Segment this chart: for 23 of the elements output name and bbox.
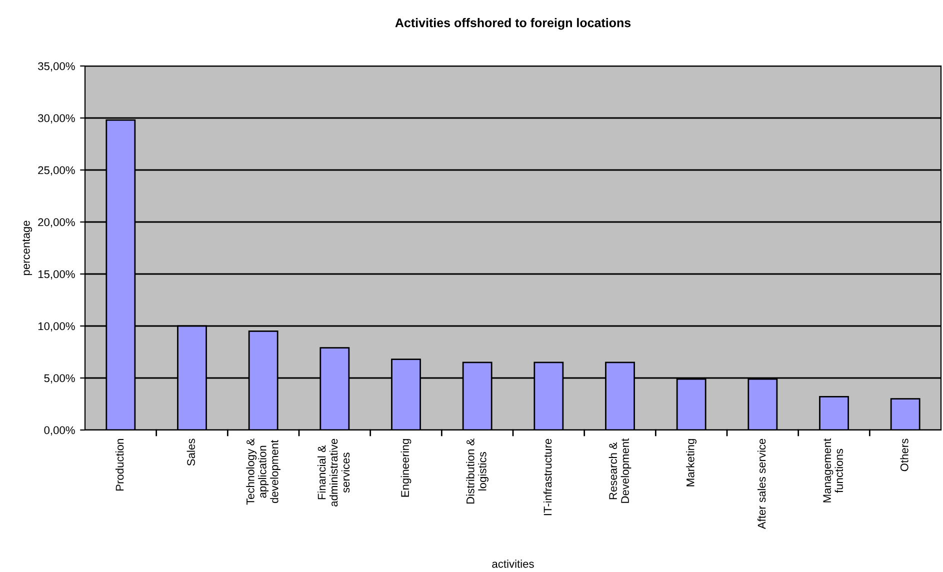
x-axis-title: activities (492, 560, 534, 568)
x-tick-label: Research & Development (608, 438, 632, 503)
x-tick-label: Engineering (400, 439, 412, 497)
x-tick-label: Financial & administrative services (318, 438, 350, 506)
y-tick-label: 35,00% (38, 62, 75, 72)
y-tick-label: 5,00% (44, 374, 75, 384)
x-tick-label: Others (900, 438, 908, 472)
y-tick-label: 15,00% (38, 270, 75, 280)
chart-title: Activities offshored to foreign locations (395, 18, 631, 30)
x-tick-label: Production (115, 439, 124, 491)
x-tick-label: Distribution & logistics (466, 438, 488, 504)
x-tick-label: Sales (186, 438, 195, 466)
y-tick-label: 30,00% (38, 114, 75, 124)
x-tick-label: IT-infrastructure (543, 438, 552, 516)
y-tick-label: 20,00% (38, 218, 75, 228)
x-tick-label: Marketing (686, 439, 697, 486)
y-tick-label: 0,00% (44, 426, 75, 436)
y-axis-title: percentage (22, 220, 32, 276)
x-tick-label: Technology & application development (246, 438, 280, 505)
x-tick-label: Management functions (823, 438, 843, 502)
y-tick-label: 10,00% (38, 322, 75, 332)
x-tick-label: After sales service (757, 438, 766, 530)
y-tick-label: 25,00% (38, 166, 75, 176)
